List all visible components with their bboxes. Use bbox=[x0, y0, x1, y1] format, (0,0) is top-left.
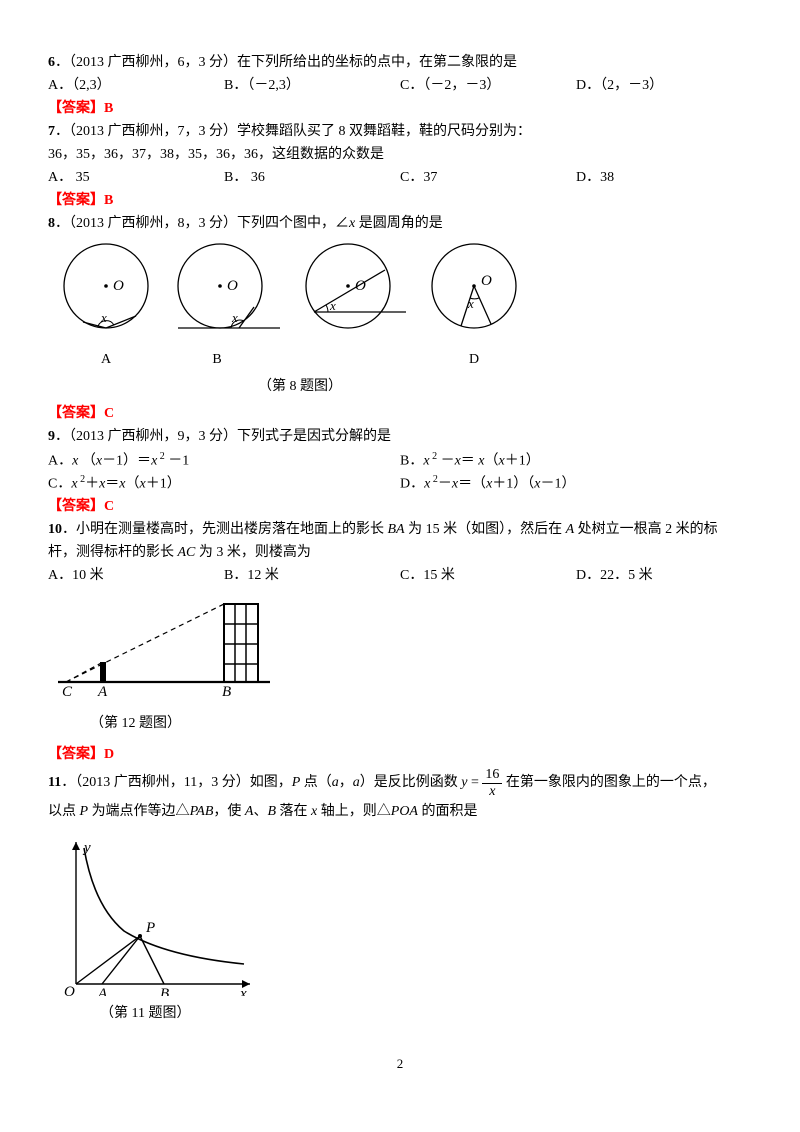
q8-fig-d: O x D bbox=[426, 242, 522, 370]
fraction: 16x bbox=[482, 767, 502, 799]
q8-label-a: A bbox=[58, 349, 154, 370]
q7-num: 7 bbox=[48, 124, 55, 139]
q8-label-b: B bbox=[152, 349, 282, 370]
q9-answer: 【答案】C bbox=[48, 496, 752, 517]
q10-opt-d: D．22．5 米 bbox=[576, 565, 752, 586]
q9-opt-a: A．x （x－1）＝x 2 －1 bbox=[48, 449, 400, 472]
q9-stem: 9．（2013 广西柳州，9，3 分）下列式子是因式分解的是 bbox=[48, 426, 752, 447]
q6-stem: 6．（2013 广西柳州，6，3 分）在下列所给出的坐标的点中，在第二象限的是 bbox=[48, 52, 752, 73]
q10-opt-c: C．15 米 bbox=[400, 565, 576, 586]
lbl-x-c: x bbox=[329, 298, 336, 313]
lbl-o-c: O bbox=[355, 278, 366, 294]
q8-text-b: 是圆周角的是 bbox=[355, 216, 443, 231]
q10-opt-b: B．12 米 bbox=[224, 565, 400, 586]
lbl-o-d: O bbox=[481, 273, 492, 289]
lbl-o: O bbox=[64, 984, 75, 996]
q11-num: 11 bbox=[48, 775, 61, 790]
circle-d-svg: O x bbox=[426, 242, 522, 338]
lbl-a: A bbox=[97, 684, 108, 700]
q8-stem: 8．（2013 广西柳州，8，3 分）下列四个图中，∠x 是圆周角的是 bbox=[48, 213, 752, 234]
q10-figure: C A B bbox=[54, 592, 752, 709]
q7-line2: 36，35，36，37，38，35，36，36，这组数据的众数是 bbox=[48, 144, 752, 165]
q7-opt-b: B． 36 bbox=[224, 167, 400, 188]
lbl-x-a: x bbox=[100, 310, 107, 325]
q7-stem: 7．（2013 广西柳州，7，3 分）学校舞蹈队买了 8 双舞蹈鞋，鞋的尺码分别… bbox=[48, 121, 752, 142]
q11-figure: y x O A B P bbox=[54, 836, 752, 1003]
q10-opt-a: A．10 米 bbox=[48, 565, 224, 586]
q8-answer: 【答案】C bbox=[48, 403, 752, 424]
q9-row1: A．x （x－1）＝x 2 －1 B．x 2 －x＝ x（x＋1） bbox=[48, 449, 752, 472]
q11-caption: （第 11 题图） bbox=[100, 1003, 752, 1024]
q11-line2: 以点 P 为端点作等边△PAB，使 A、B 落在 x 轴上，则△POA 的面积是 bbox=[48, 801, 752, 822]
q6-opt-b: B．（－2,3） bbox=[224, 75, 400, 96]
lbl-y: y bbox=[82, 840, 91, 856]
lbl-b11: B bbox=[160, 986, 169, 996]
q7-opt-a: A． 35 bbox=[48, 167, 224, 188]
lbl-b: B bbox=[222, 684, 231, 700]
page-number: 2 bbox=[48, 1054, 752, 1074]
q10-stem: 10．小明在测量楼高时，先测出楼房落在地面上的影长 BA 为 15 米（如图），… bbox=[48, 519, 752, 540]
lbl-x: x bbox=[239, 986, 247, 996]
q10-options: A．10 米 B．12 米 C．15 米 D．22．5 米 bbox=[48, 565, 752, 586]
lbl-o-b: O bbox=[227, 278, 238, 294]
q10-num: 10 bbox=[48, 522, 62, 537]
q7-options: A． 35 B． 36 C．37 D．38 bbox=[48, 167, 752, 188]
q8-fig-a: O x A bbox=[58, 242, 154, 370]
q9-opt-b: B．x 2 －x＝ x（x＋1） bbox=[400, 449, 752, 472]
q9-num: 9 bbox=[48, 429, 55, 444]
q7-opt-c: C．37 bbox=[400, 167, 576, 188]
q8-label-d: D bbox=[426, 349, 522, 370]
q6-opt-c: C．（－2，－3） bbox=[400, 75, 576, 96]
q8-figures: O x A O x B O x . bbox=[58, 242, 752, 370]
circle-c-svg: O x bbox=[300, 242, 408, 338]
q8-caption: （第 8 题图） bbox=[0, 376, 752, 397]
lbl-p: P bbox=[145, 920, 155, 936]
q6-answer: 【答案】B bbox=[48, 98, 752, 119]
q10-caption: （第 12 题图） bbox=[90, 713, 752, 734]
hyperbola-svg: y x O A B P bbox=[54, 836, 254, 996]
q6-opt-d: D．（2，－3） bbox=[576, 75, 752, 96]
q6-num: 6 bbox=[48, 55, 55, 70]
lbl-c: C bbox=[62, 684, 73, 700]
q7-text: ．（2013 广西柳州，7，3 分）学校舞蹈队买了 8 双舞蹈鞋，鞋的尺码分别为… bbox=[55, 124, 531, 139]
building-svg: C A B bbox=[54, 592, 274, 702]
q6-opt-a: A．（2,3） bbox=[48, 75, 224, 96]
q6-text: ．（2013 广西柳州，6，3 分）在下列所给出的坐标的点中，在第二象限的是 bbox=[55, 55, 517, 70]
q9-opt-d: D．x 2－x＝（x＋1）（x－1） bbox=[400, 472, 752, 495]
circle-a-svg: O x bbox=[58, 242, 154, 338]
circle-b-svg: O x bbox=[172, 242, 282, 338]
q8-fig-b: O x B bbox=[172, 242, 282, 370]
q9-opt-c: C．x 2＋x＝x（x＋1） bbox=[48, 472, 400, 495]
lbl-o-a: O bbox=[113, 278, 124, 294]
lbl-x-b: x bbox=[231, 310, 238, 325]
q7-answer: 【答案】B bbox=[48, 190, 752, 211]
q8-fig-c: O x . bbox=[300, 242, 408, 370]
q8-text-a: ．（2013 广西柳州，8，3 分）下列四个图中，∠ bbox=[55, 216, 349, 231]
q9-text: ．（2013 广西柳州，9，3 分）下列式子是因式分解的是 bbox=[55, 429, 391, 444]
q10-line2: 杆，测得标杆的影长 AC 为 3 米，则楼高为 bbox=[48, 542, 752, 563]
lbl-x-d: x bbox=[467, 296, 474, 311]
q8-num: 8 bbox=[48, 216, 55, 231]
q9-row2: C．x 2＋x＝x（x＋1） D．x 2－x＝（x＋1）（x－1） bbox=[48, 472, 752, 495]
q6-options: A．（2,3） B．（－2,3） C．（－2，－3） D．（2，－3） bbox=[48, 75, 752, 96]
q11-stem: 11．（2013 广西柳州，11，3 分）如图，P 点（a，a）是反比例函数 y… bbox=[48, 767, 752, 799]
q10-answer: 【答案】D bbox=[48, 744, 752, 765]
lbl-a11: A bbox=[97, 986, 108, 996]
q7-opt-d: D．38 bbox=[576, 167, 752, 188]
